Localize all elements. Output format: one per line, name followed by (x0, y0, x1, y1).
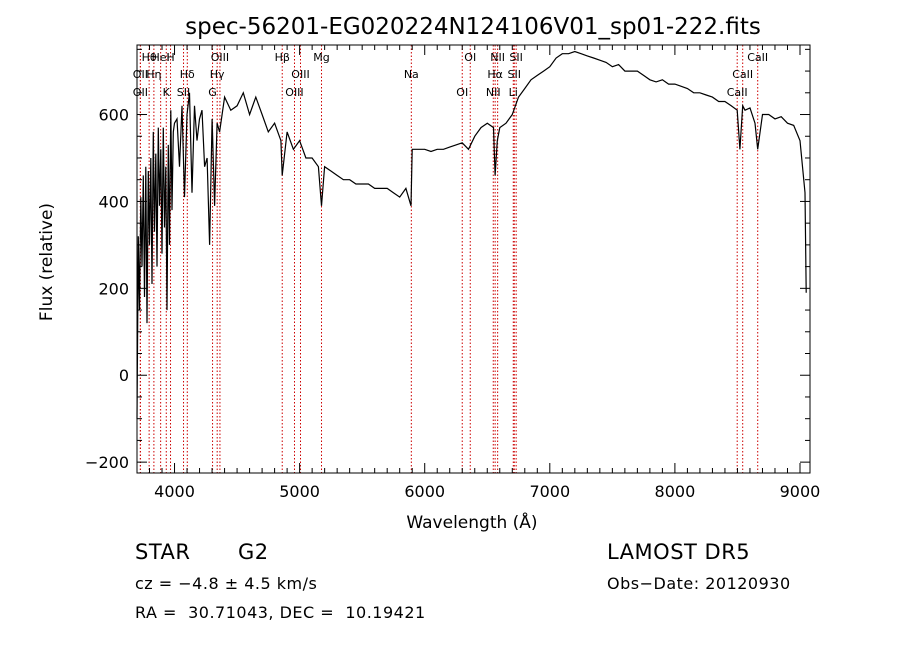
line-label: Mg (313, 51, 329, 64)
x-axis-label: Wavelength (Å) (406, 511, 537, 533)
line-label: Hη (146, 68, 161, 81)
line-label: SII (508, 68, 521, 81)
line-label: CaII (732, 68, 753, 81)
x-tick-label: 8000 (655, 482, 696, 501)
line-label: Hδ (180, 68, 195, 81)
x-tick-label: 6000 (404, 482, 445, 501)
line-label: HeI (151, 51, 169, 64)
line-label: OIII (291, 68, 309, 81)
line-label: NII (490, 51, 505, 64)
line-label: Li (509, 86, 518, 99)
plot-frame (136, 44, 811, 474)
line-label: K (163, 86, 171, 99)
x-axis: 4000 5000 6000 7000 8000 9000 (136, 45, 821, 501)
survey-name: LAMOST DR5 (607, 540, 751, 564)
redshift-cz: cz = −4.8 ± 4.5 km/s (135, 574, 318, 593)
line-label: Hγ (210, 68, 225, 81)
coordinates: RA = 30.71043, DEC = 10.19421 (135, 603, 426, 622)
subclass: G2 (238, 540, 269, 564)
object-type: STAR (135, 540, 191, 564)
line-label: G (208, 86, 217, 99)
y-tick-label: 200 (98, 279, 129, 298)
spectral-line-markers (139, 45, 759, 473)
line-label: Hβ (275, 51, 290, 64)
line-label: SII (509, 51, 522, 64)
x-tick-label: 7000 (529, 482, 570, 501)
x-tick-label: 4000 (154, 482, 195, 501)
y-axis: −200 0 200 400 600 (85, 48, 810, 472)
line-label: CaII (747, 51, 768, 64)
line-label: Hα (487, 68, 503, 81)
line-label: OI (464, 51, 476, 64)
y-tick-label: −200 (85, 453, 129, 472)
line-label: H (166, 51, 174, 64)
line-label: Hθ (142, 51, 157, 64)
line-label: OI (456, 86, 468, 99)
line-label: NII (486, 86, 501, 99)
x-tick-label: 5000 (279, 482, 320, 501)
chart-title: spec-56201-EG020224N124106V01_sp01-222.f… (185, 14, 761, 40)
y-tick-label: 0 (119, 366, 129, 385)
y-tick-label: 400 (98, 192, 129, 211)
line-label: CaII (727, 86, 748, 99)
x-tick-label: 9000 (780, 482, 821, 501)
line-label: OIII (211, 51, 229, 64)
y-tick-label: 600 (98, 106, 129, 125)
line-label: OIII (285, 86, 303, 99)
y-axis-label: Flux (relative) (37, 203, 57, 321)
line-label: Na (404, 68, 419, 81)
obs-date: Obs−Date: 20120930 (607, 574, 791, 593)
line-label: SII (177, 86, 190, 99)
spectral-line-labels: HθOIIOIIHeIHηKHHδSIIOIIIHγGHβOIIIOIIIMgN… (133, 51, 768, 99)
spectrum-line (136, 50, 807, 419)
